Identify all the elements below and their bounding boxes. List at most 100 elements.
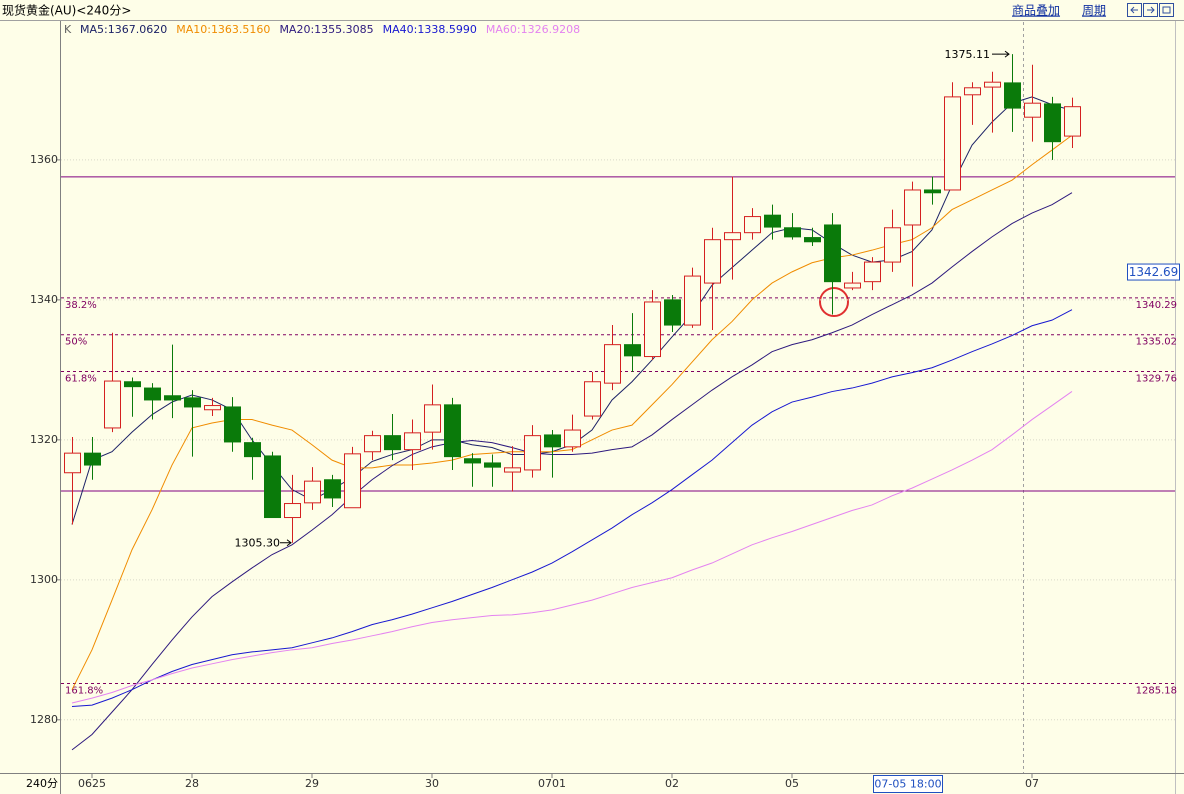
x-tick-label: 29 <box>305 777 319 790</box>
candle-body <box>164 395 181 401</box>
x-tick-label: 0701 <box>538 777 566 790</box>
x-tick-label: 02 <box>665 777 679 790</box>
candle-body <box>404 432 421 451</box>
x-tick-label: 05 <box>785 777 799 790</box>
legend-entry: MA10:1363.5160 <box>176 23 270 36</box>
fib-name: 38.2% <box>65 300 97 311</box>
y-tick-label: 1320 <box>30 433 58 446</box>
nav-left[interactable] <box>1127 3 1142 17</box>
period-link[interactable]: 周期 <box>1082 4 1106 18</box>
ma-line <box>71 390 1073 704</box>
cursor-price-box <box>1127 263 1180 281</box>
nav-zoom[interactable] <box>1159 3 1174 17</box>
candle-body <box>344 453 361 509</box>
ma-line <box>71 192 1073 751</box>
candle-body <box>304 480 321 504</box>
cursor-time: 07-05 18:00 <box>874 778 941 791</box>
cursor-price: 1342.69 <box>1129 265 1179 279</box>
candle-body <box>444 404 461 458</box>
header-title: 现货黄金(AU)<240分> <box>2 3 131 18</box>
nav-icons <box>1130 6 1171 14</box>
candle-body <box>464 458 481 464</box>
candle-body <box>64 452 81 474</box>
candle-body <box>504 467 521 473</box>
candle-body <box>664 299 681 326</box>
fib-name: 50% <box>65 337 87 348</box>
candle-body <box>904 189 921 226</box>
x-tick-label: 28 <box>185 777 199 790</box>
x-tick-label: 0625 <box>78 777 106 790</box>
candle-body <box>1064 106 1081 137</box>
legend-entry: MA20:1355.3085 <box>279 23 373 36</box>
candle-body <box>184 397 201 408</box>
low-arrow <box>280 539 292 547</box>
candle-body <box>364 435 381 453</box>
high-label: 1375.11 <box>945 48 991 61</box>
fib-name: 61.8% <box>65 374 97 385</box>
nav-right[interactable] <box>1143 3 1158 17</box>
y-tick-label: 1340 <box>30 293 58 306</box>
highlight-circle <box>819 287 849 317</box>
low-label: 1305.30 <box>235 537 281 550</box>
fib-name: 161.8% <box>65 686 103 697</box>
candle-body <box>964 87 981 96</box>
fib-value: 1329.76 <box>1136 374 1177 385</box>
candle-body <box>624 344 641 357</box>
candle-body <box>1004 82 1021 109</box>
legend-entry: MA40:1338.5990 <box>383 23 477 36</box>
candle-body <box>984 81 1001 88</box>
candle-body <box>844 282 861 289</box>
candle-body <box>764 214 781 228</box>
candle-body <box>704 239 721 284</box>
candle-body <box>824 224 841 283</box>
candle-body <box>744 216 761 234</box>
ma-line <box>71 309 1073 708</box>
candle-body <box>584 381 601 417</box>
candle-body <box>724 232 741 241</box>
candle-body <box>124 381 141 388</box>
candle-body <box>684 275 701 326</box>
candle-body <box>244 442 261 458</box>
candle-body <box>604 344 621 384</box>
candle-body <box>924 189 941 194</box>
candle-body <box>784 227 801 238</box>
fib-value: 1340.29 <box>1136 300 1177 311</box>
legend-entry: MA5:1367.0620 <box>80 23 167 36</box>
high-arrow <box>992 50 1010 58</box>
legend-entry: MA60:1326.9208 <box>486 23 580 36</box>
candle-body <box>384 435 401 451</box>
candle-body <box>524 435 541 471</box>
candle-body <box>144 387 161 401</box>
candle-body <box>884 227 901 263</box>
fib-value: 1285.18 <box>1136 686 1177 697</box>
y-tick-label: 1280 <box>30 713 58 726</box>
x-tick-label: 07 <box>1025 777 1039 790</box>
fib-value: 1335.02 <box>1136 337 1177 348</box>
candle-body <box>204 405 221 411</box>
candle-body <box>84 452 101 466</box>
y-tick-label: 1360 <box>30 153 58 166</box>
candle-body <box>644 301 661 358</box>
candle-body <box>1044 103 1061 143</box>
overlay-link[interactable]: 商品叠加 <box>1012 3 1060 18</box>
candle-body <box>864 261 881 283</box>
candle-body <box>224 406 241 443</box>
nav-buttons <box>1127 3 1174 17</box>
candle-body <box>804 237 821 243</box>
candle-body <box>484 462 501 468</box>
candle-body <box>324 479 341 499</box>
legend-k: K <box>64 23 72 36</box>
candle-body <box>944 96 961 191</box>
candle-body <box>284 503 301 519</box>
x-tick-label: 30 <box>425 777 439 790</box>
candle-body <box>1024 102 1041 118</box>
candle-body <box>104 380 121 429</box>
candle-body <box>264 455 281 519</box>
cursor-time-box <box>873 775 943 793</box>
candle-body <box>544 434 561 448</box>
period-label: 240分 <box>26 777 58 790</box>
candle-body <box>424 404 441 433</box>
y-tick-label: 1300 <box>30 573 58 586</box>
candle-body <box>564 429 581 448</box>
